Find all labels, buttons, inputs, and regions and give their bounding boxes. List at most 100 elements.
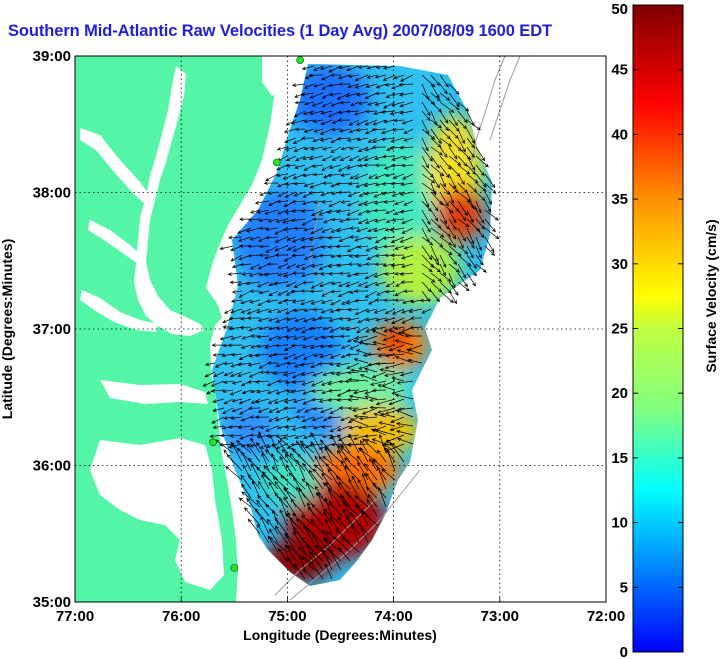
velocity-arrow [335,362,351,367]
velocity-arrow [223,371,234,377]
velocity-arrow [321,164,333,171]
velocity-arrow [358,341,378,346]
velocity-arrow [394,290,405,297]
velocity-arrow [247,254,261,258]
y-tick-label: 36:00 [33,458,71,475]
velocity-arrow [401,317,414,324]
velocity-arrow [341,460,351,481]
velocity-arrow [430,263,441,273]
velocity-arrow [364,395,378,400]
velocity-arrow [484,200,492,213]
velocity-arrow [290,218,306,223]
velocity-arrow [369,380,387,386]
velocity-arrow [457,254,472,267]
velocity-arrow [227,425,243,429]
velocity-arrow [364,462,378,481]
velocity-arrow [336,425,351,432]
velocity-arrow [448,155,462,166]
velocity-arrow [421,236,434,246]
velocity-arrow [240,474,252,490]
velocity-arrow [361,407,378,415]
velocity-arrow [221,353,234,358]
velocity-arrow [439,164,450,179]
velocity-arrow [258,226,270,231]
velocity-arrow [391,191,405,197]
velocity-arrow [322,544,342,562]
velocity-arrow [335,528,351,544]
velocity-arrow [265,434,279,438]
velocity-arrow [439,272,452,283]
velocity-arrow [230,299,243,303]
velocity-arrow [310,432,324,454]
velocity-arrow [283,344,297,351]
velocity-arrow [227,272,243,276]
velocity-arrow [439,137,453,147]
velocity-arrow [421,272,436,283]
velocity-arrow [457,218,470,228]
velocity-arrow [290,343,306,348]
velocity-arrow [320,407,333,414]
velocity-arrow [368,173,378,179]
x-tick-label: 77:00 [56,608,94,625]
velocity-arrow [410,316,423,321]
velocity-arrow [466,182,478,193]
velocity-arrow [403,137,414,142]
velocity-arrow [336,92,351,100]
velocity-arrow [348,394,369,400]
velocity-arrow [364,272,378,280]
velocity-arrow [323,537,342,553]
velocity-arrow [475,182,487,192]
velocity-arrow [249,425,261,431]
velocity-arrow [346,209,360,216]
rappahannock-river [88,220,144,266]
velocity-arrow [204,371,216,378]
velocity-arrow [377,384,396,391]
velocity-arrow [354,254,369,258]
velocity-arrow [283,398,297,403]
velocity-arrow [324,497,333,517]
velocity-arrow [299,362,315,367]
velocity-arrow [466,119,481,131]
velocity-arrow [382,244,396,249]
velocity-arrow [285,290,297,296]
velocity-arrow [457,110,468,124]
velocity-arrow [353,358,369,364]
velocity-arrow [373,227,387,233]
velocity-arrow [439,146,448,158]
velocity-arrow [475,254,484,266]
velocity-arrow [275,317,288,323]
velocity-arrow [430,128,442,145]
velocity-arrow [301,416,315,423]
velocity-arrow [375,317,387,322]
velocity-arrow [484,227,500,240]
velocity-arrow [309,560,324,580]
velocity-arrow [369,398,387,402]
velocity-arrow [291,200,306,204]
velocity-arrow [457,137,466,153]
velocity-arrow [266,380,279,387]
velocity-arrow [300,371,315,377]
velocity-arrow [358,416,378,421]
velocity-arrow [265,494,279,508]
velocity-arrow [257,407,270,413]
velocity-arrow [296,459,306,481]
velocity-arrow [312,468,324,481]
velocity-arrow [401,263,414,269]
velocity-arrow [309,110,324,116]
y-axis-label: Latitude (Degrees:Minutes) [0,239,15,419]
potomac-river [80,128,150,205]
velocity-arrow [309,344,324,350]
velocity-arrow [273,281,288,286]
velocity-arrow [286,416,297,421]
velocity-arrow [330,281,342,286]
velocity-arrow [353,414,369,419]
velocity-arrow [348,119,360,126]
velocity-arrow [384,371,405,377]
velocity-arrow [430,272,443,282]
velocity-arrow [263,181,279,186]
velocity-arrow [371,371,387,379]
velocity-arrow [265,173,279,181]
velocity-arrow [357,155,369,162]
velocity-arrow [375,361,396,366]
velocity-arrow [457,227,466,242]
